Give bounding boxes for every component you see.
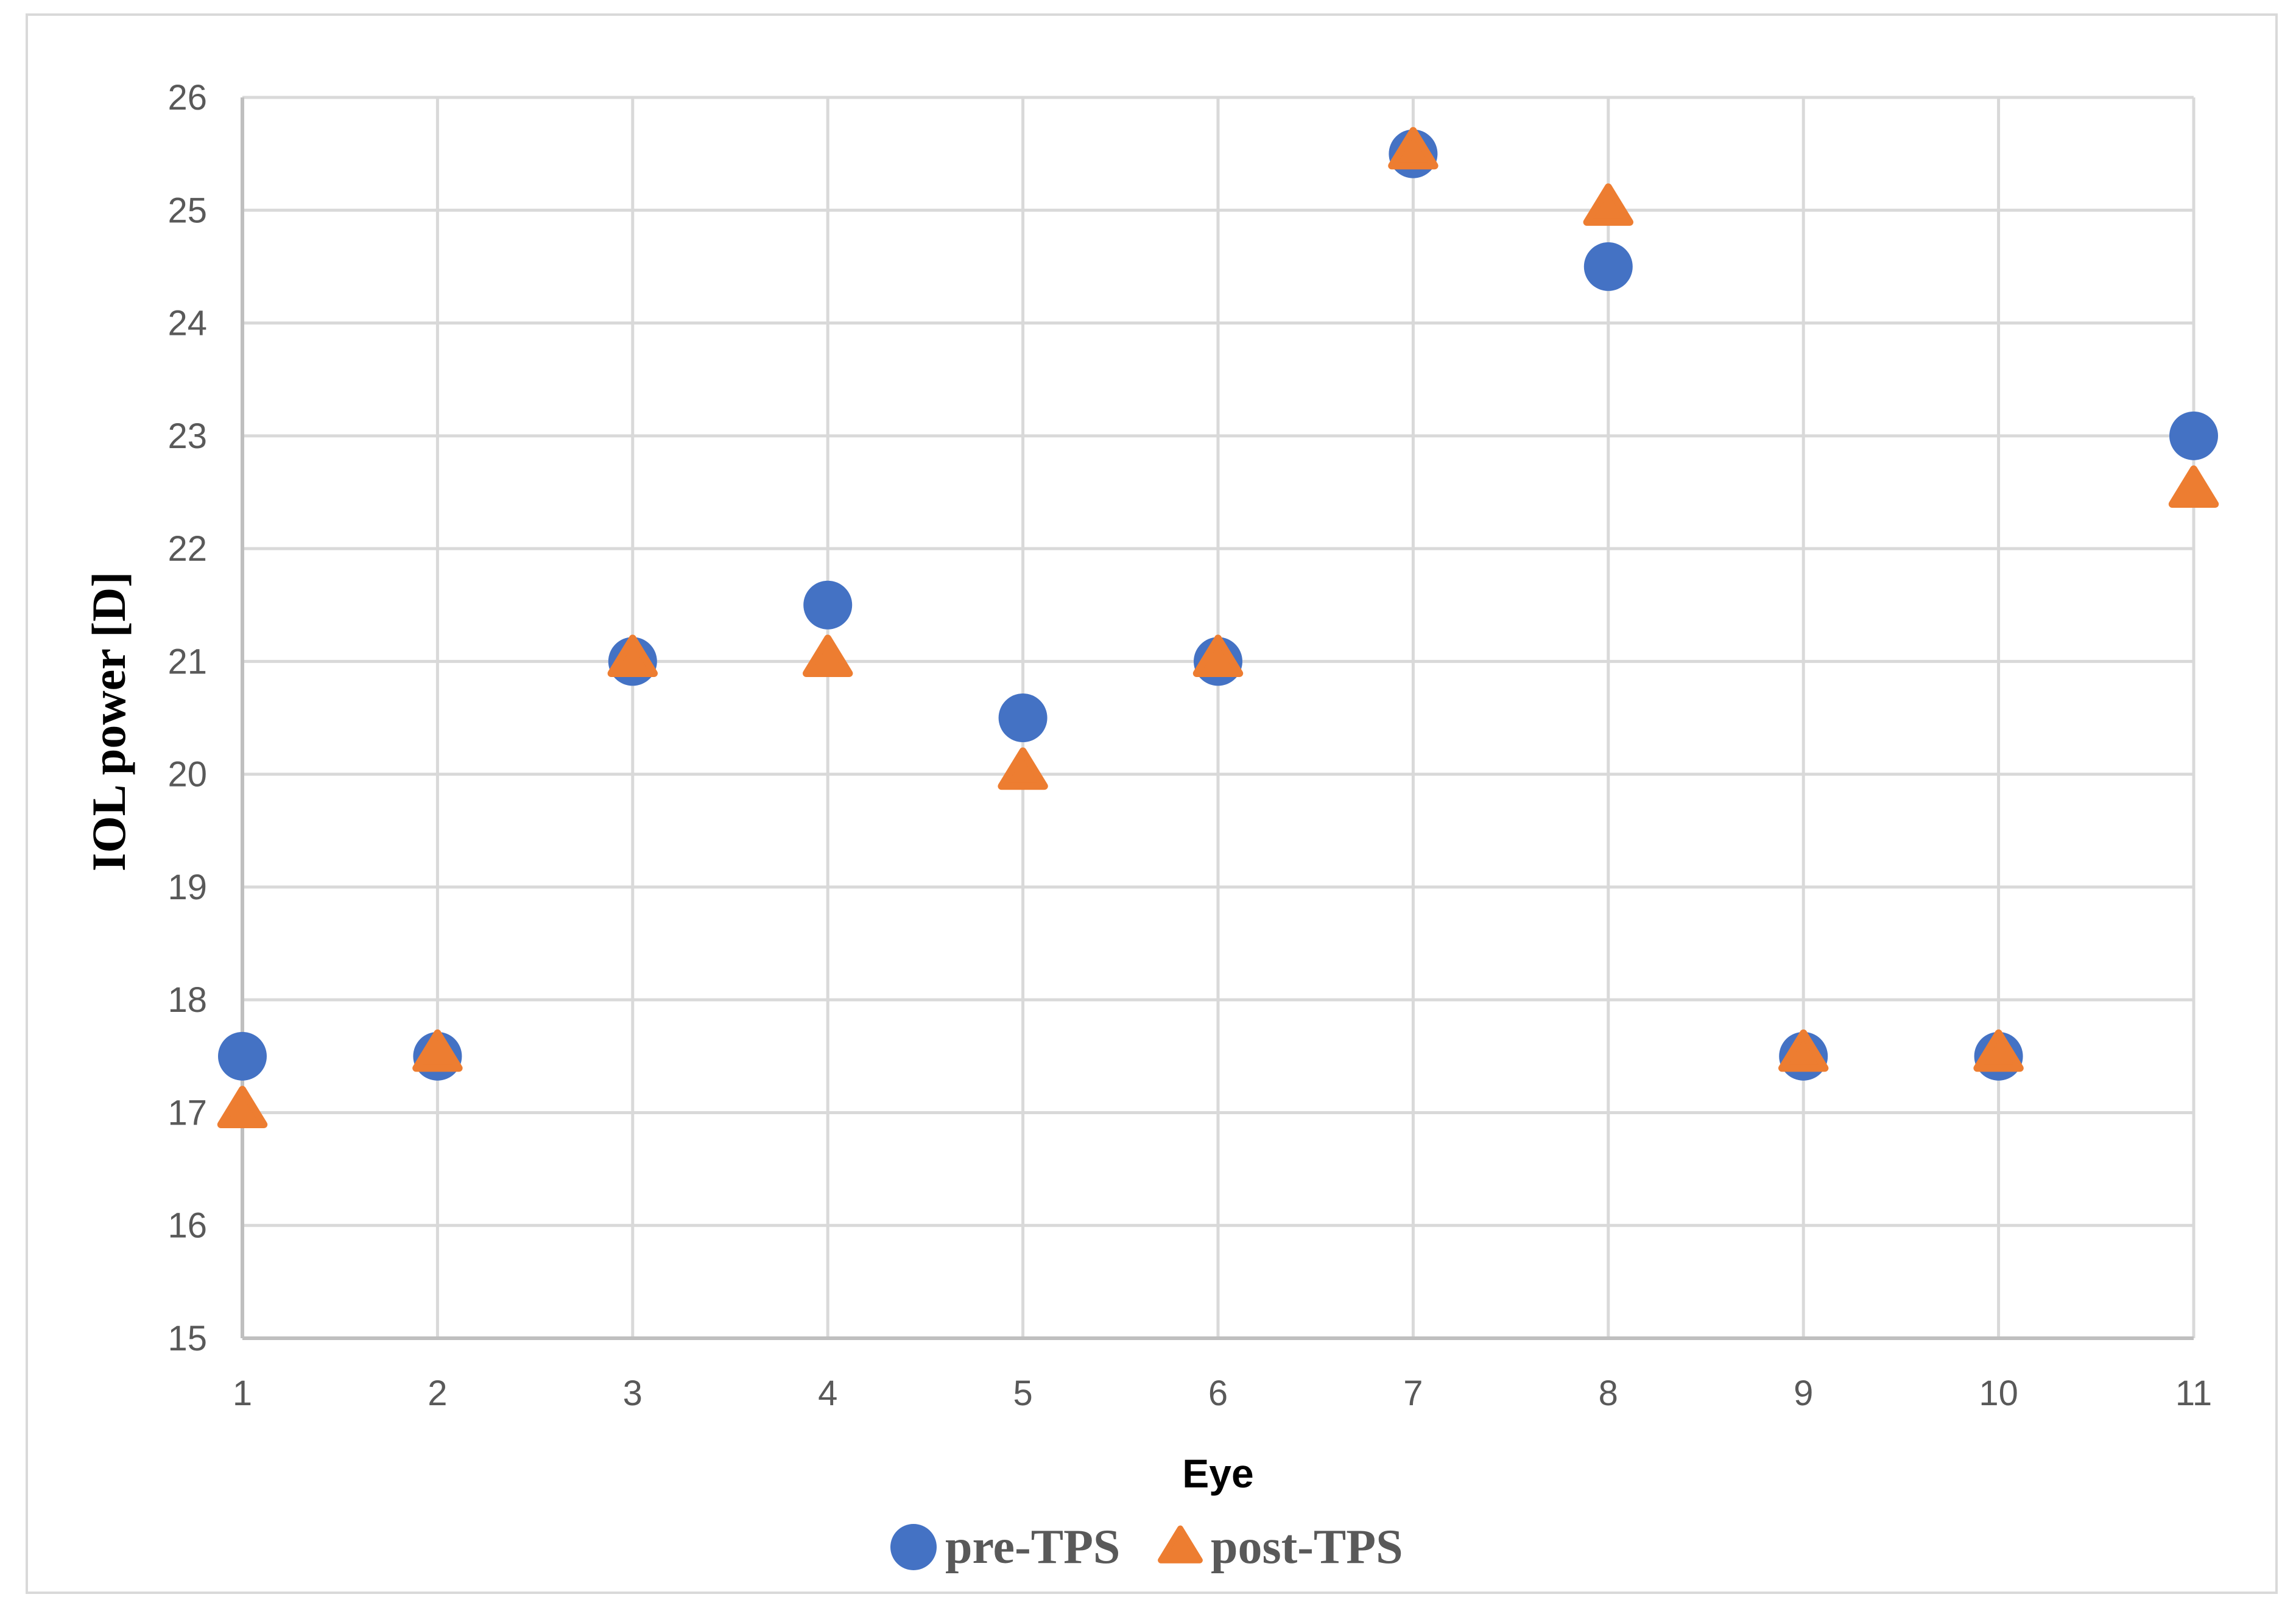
legend-label-pre-tps: pre-TPS (945, 1520, 1120, 1574)
y-tick-label: 15 (167, 1319, 207, 1358)
x-axis-title: Eye (1182, 1451, 1253, 1496)
y-tick-label: 17 (167, 1093, 207, 1132)
point-pre-tps-5 (998, 693, 1048, 742)
x-tick-label: 9 (1794, 1374, 1813, 1413)
legend-marker-post-tps (1158, 1525, 1203, 1564)
x-tick-label: 1 (233, 1374, 252, 1413)
y-tick-label: 18 (167, 980, 207, 1020)
point-post-tps-5 (998, 747, 1048, 790)
point-pre-tps-11 (2169, 411, 2218, 460)
x-tick-label: 5 (1013, 1374, 1032, 1413)
point-pre-tps-1 (218, 1031, 267, 1081)
point-post-tps-8 (1583, 183, 1633, 226)
legend-item-pre-tps: pre-TPS (890, 1520, 1120, 1574)
y-tick-label: 22 (167, 529, 207, 569)
point-pre-tps-8 (1583, 242, 1633, 291)
point-post-tps-10 (1973, 1029, 2024, 1072)
x-tick-label: 4 (818, 1374, 837, 1413)
data-points (217, 127, 2219, 1129)
x-tick-label: 8 (1599, 1374, 1618, 1413)
gridlines (242, 96, 2196, 1338)
point-pre-tps-4 (803, 580, 853, 630)
x-tick-label: 11 (2175, 1374, 2212, 1413)
y-axis-title: IOL power [D] (82, 572, 135, 872)
x-tick-label: 6 (1208, 1374, 1228, 1413)
chart-frame (26, 13, 2278, 1594)
y-tick-label: 26 (167, 78, 207, 118)
x-tick-label: 2 (428, 1374, 447, 1413)
y-tick-label: 23 (167, 416, 207, 456)
point-post-tps-4 (803, 634, 853, 677)
legend-item-post-tps: post-TPS (1158, 1520, 1403, 1574)
legend: pre-TPS post-TPS (890, 1520, 1403, 1574)
point-post-tps-11 (2168, 465, 2219, 508)
point-post-tps-1 (217, 1086, 268, 1129)
y-tick-label: 21 (167, 642, 207, 681)
y-tick-label: 20 (167, 755, 207, 795)
x-tick-label: 7 (1403, 1374, 1423, 1413)
y-tick-label: 25 (167, 191, 207, 230)
point-post-tps-6 (1192, 634, 1244, 677)
point-post-tps-9 (1778, 1029, 1829, 1072)
axes (241, 97, 2194, 1340)
y-tick-label: 16 (167, 1206, 207, 1246)
x-tick-label: 3 (623, 1374, 643, 1413)
point-post-tps-2 (412, 1029, 463, 1072)
point-post-tps-7 (1388, 127, 1439, 170)
y-tick-label: 19 (167, 868, 207, 907)
legend-label-post-tps: post-TPS (1211, 1520, 1403, 1574)
x-tick-label: 10 (1979, 1374, 2018, 1413)
point-post-tps-3 (607, 634, 658, 677)
legend-marker-pre-tps (890, 1524, 937, 1570)
y-tick-label: 24 (167, 304, 207, 343)
